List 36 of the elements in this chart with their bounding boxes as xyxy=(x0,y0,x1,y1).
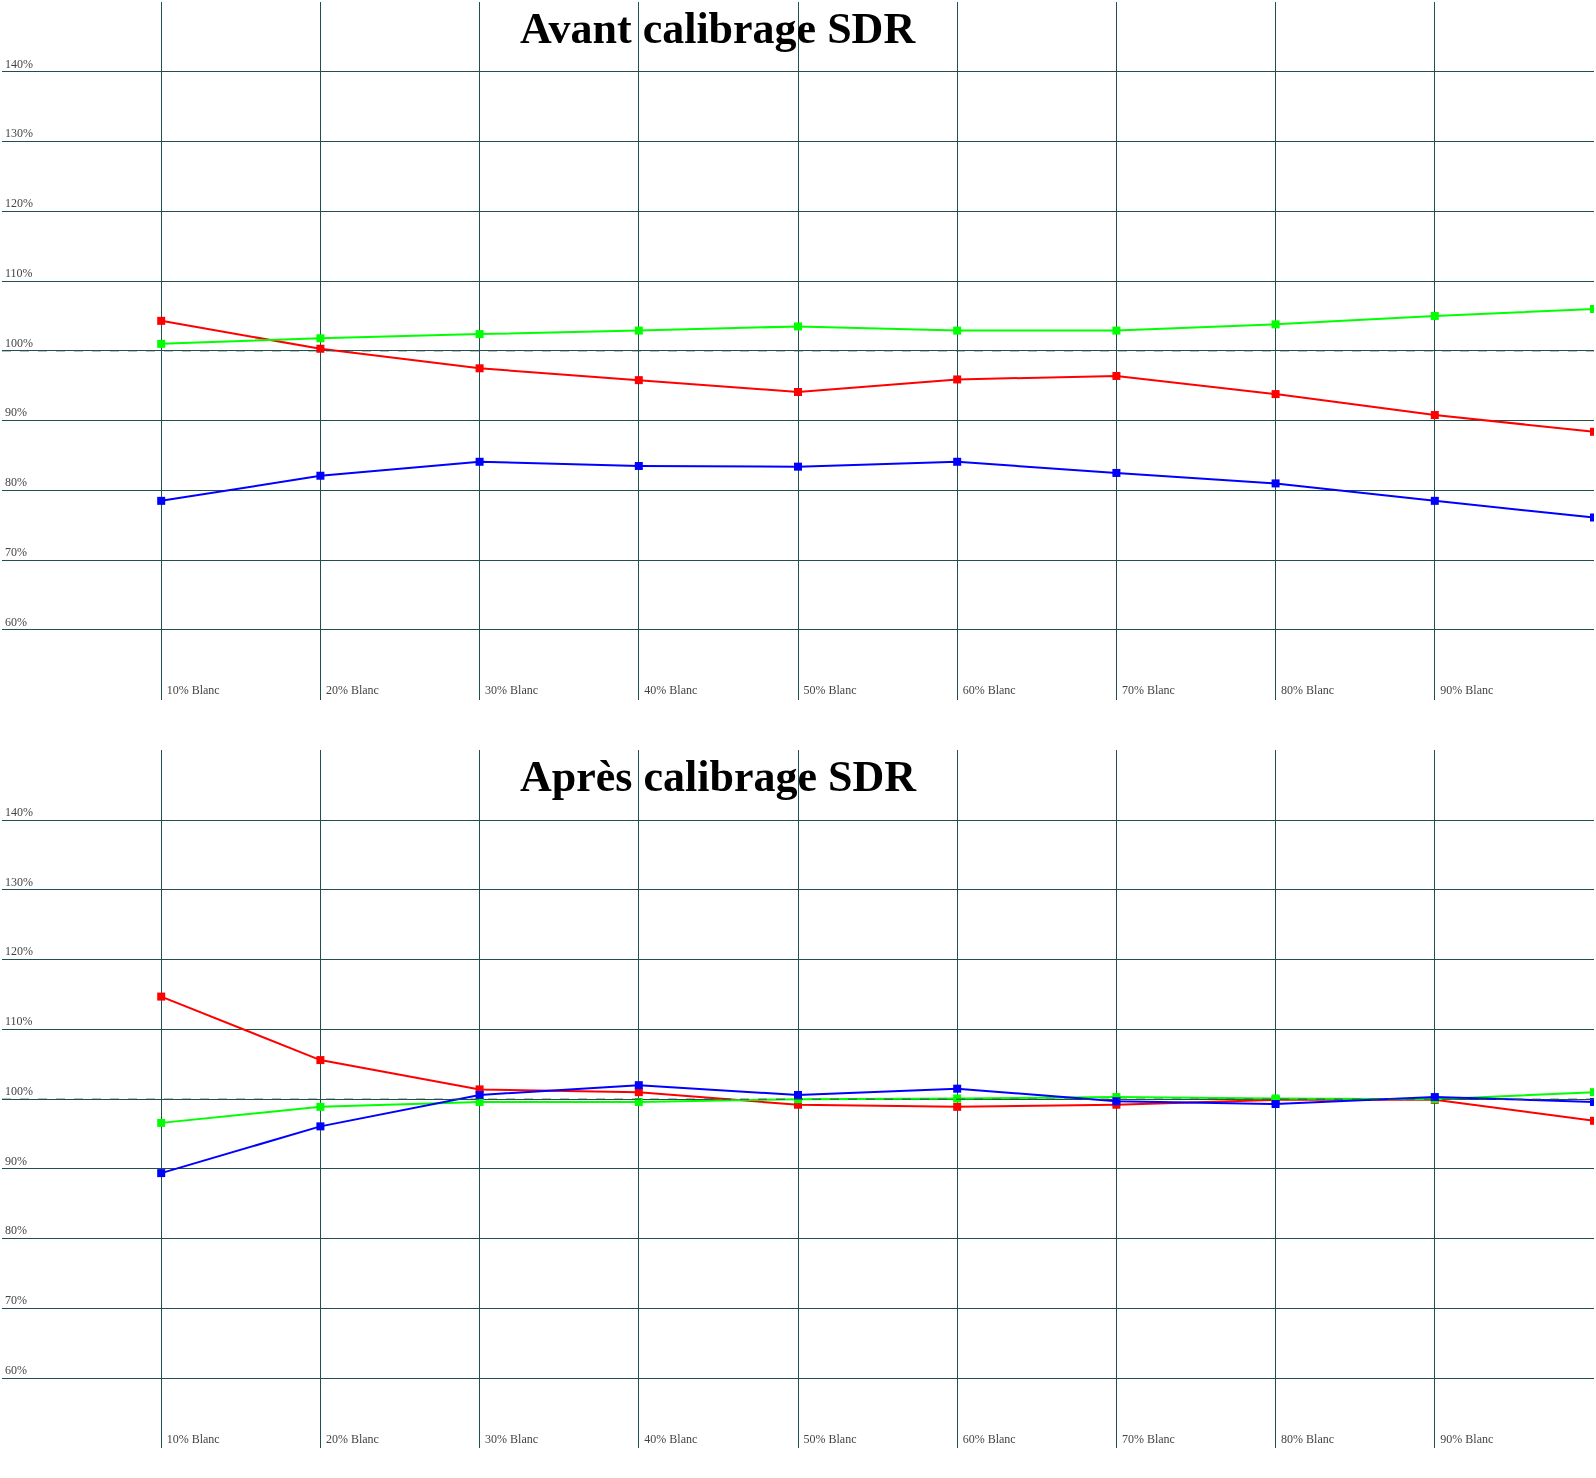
y-tick-label: 110% xyxy=(5,265,33,280)
y-tick-label: 70% xyxy=(5,544,27,559)
y-tick-label: 120% xyxy=(5,196,33,211)
x-tick-label: 70% Blanc xyxy=(1121,683,1175,698)
x-tick-label: 50% Blanc xyxy=(803,1431,857,1446)
y-tick-label: 60% xyxy=(5,1363,27,1378)
y-tick-label: 140% xyxy=(5,56,33,71)
x-tick-label: 30% Blanc xyxy=(485,1431,539,1446)
x-tick-label: 90% Blanc xyxy=(1440,683,1494,698)
y-tick-label: 90% xyxy=(5,1153,27,1168)
y-tick-label: 130% xyxy=(5,874,33,889)
y-tick-label: 70% xyxy=(5,1293,27,1308)
y-tick-label: 60% xyxy=(5,614,27,629)
x-tick-label: 70% Blanc xyxy=(1121,1431,1175,1446)
x-tick-label: 10% Blanc xyxy=(166,683,220,698)
x-tick-label: 40% Blanc xyxy=(644,683,698,698)
x-tick-label: 60% Blanc xyxy=(962,683,1016,698)
y-tick-label: 130% xyxy=(5,126,33,141)
y-tick-label: 100% xyxy=(5,1083,33,1098)
x-tick-label: 10% Blanc xyxy=(166,1431,220,1446)
y-tick-label: 140% xyxy=(5,804,33,819)
y-tick-label: 120% xyxy=(5,944,33,959)
x-tick-label: 80% Blanc xyxy=(1281,683,1335,698)
x-tick-label: 40% Blanc xyxy=(644,1431,698,1446)
x-tick-label: 80% Blanc xyxy=(1281,1431,1335,1446)
y-tick-label: 80% xyxy=(5,1223,27,1238)
y-tick-label: 80% xyxy=(5,475,27,490)
x-tick-label: 90% Blanc xyxy=(1440,1431,1494,1446)
x-tick-label: 60% Blanc xyxy=(962,1431,1016,1446)
x-tick-label: 20% Blanc xyxy=(325,1431,379,1446)
y-tick-label: 90% xyxy=(5,405,27,420)
y-tick-label: 110% xyxy=(5,1014,33,1029)
x-tick-label: 50% Blanc xyxy=(803,683,857,698)
x-tick-label: 30% Blanc xyxy=(485,683,539,698)
x-tick-label: 20% Blanc xyxy=(325,683,379,698)
y-tick-label: 100% xyxy=(5,335,33,350)
